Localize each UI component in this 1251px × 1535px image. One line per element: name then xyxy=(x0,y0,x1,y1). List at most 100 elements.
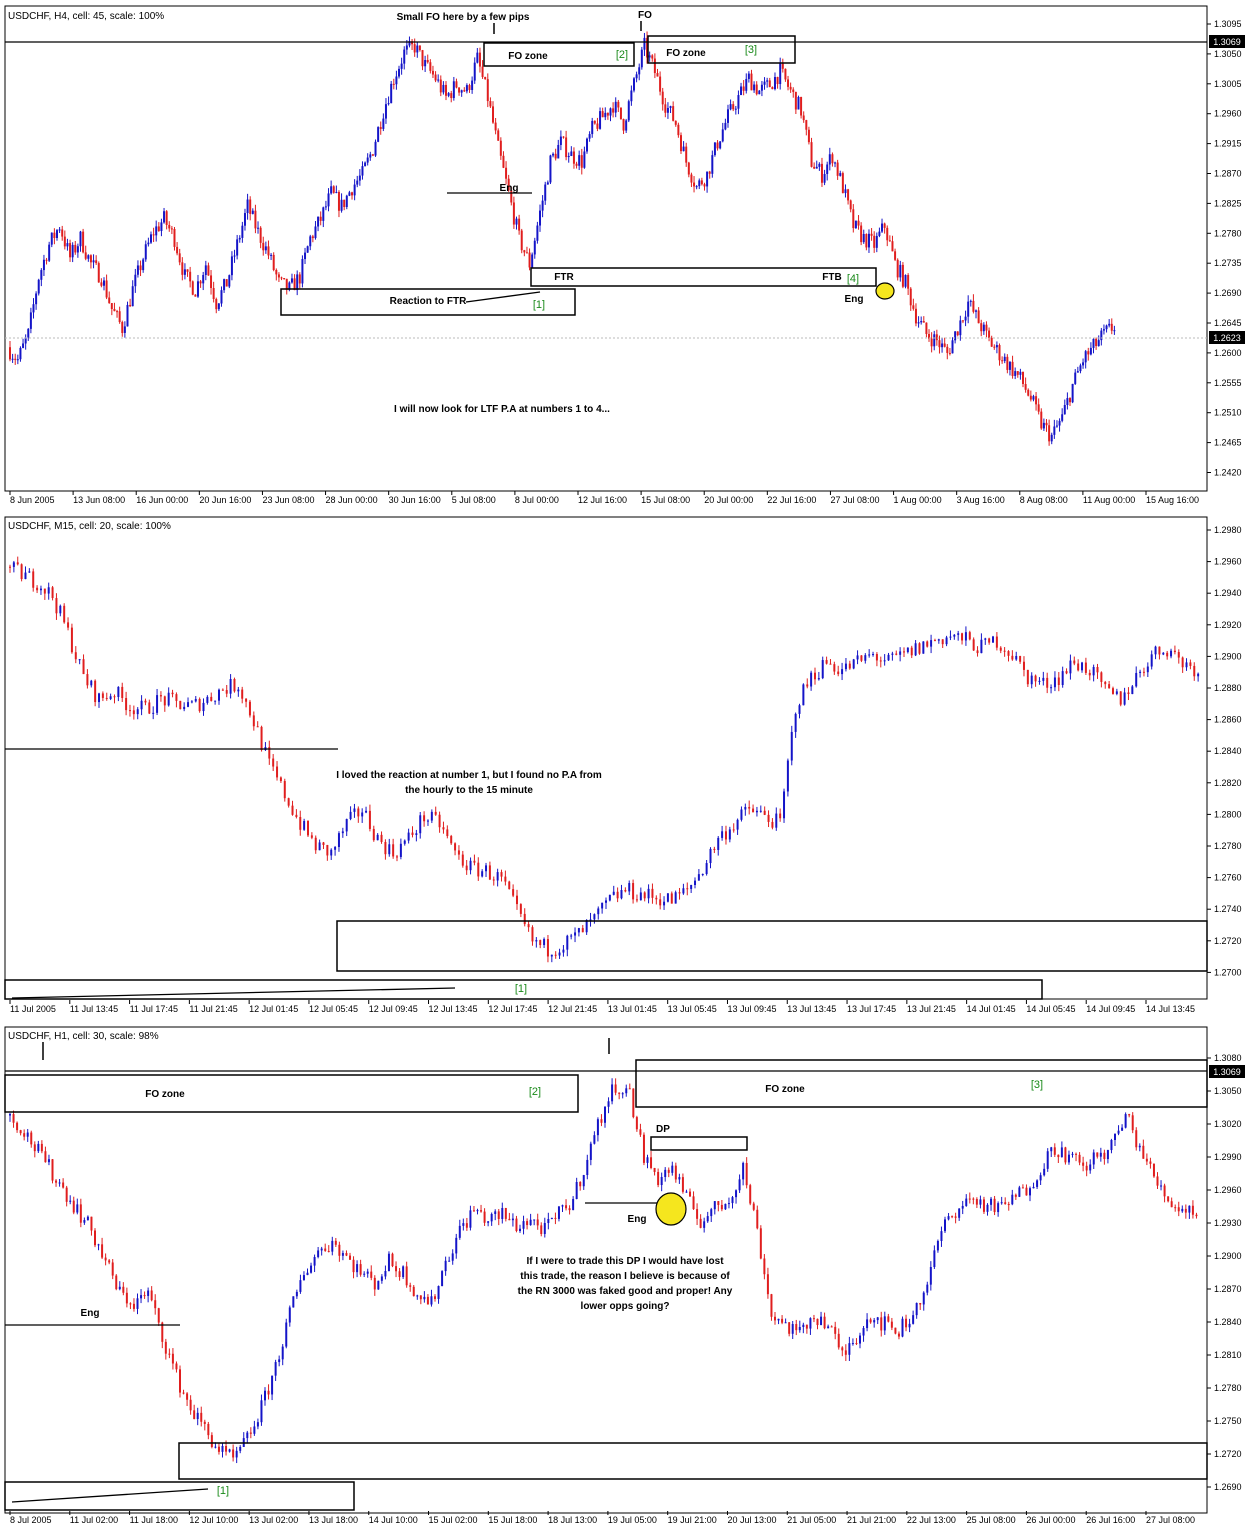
candle-body xyxy=(1115,691,1118,694)
candle-body xyxy=(935,334,938,341)
candle-body xyxy=(946,346,949,353)
x-tick-label: 12 Jul 10:00 xyxy=(189,1515,238,1525)
x-tick-label: 22 Jul 16:00 xyxy=(767,495,816,505)
candle-body xyxy=(659,899,662,906)
candle-body xyxy=(894,251,897,260)
x-tick-label: 11 Jul 21:45 xyxy=(189,1004,237,1014)
candle-body xyxy=(601,902,604,909)
x-tick-label: 14 Jul 05:45 xyxy=(1026,1004,1075,1014)
candle-body xyxy=(1032,1186,1035,1189)
candle-body xyxy=(144,244,147,260)
candle-body xyxy=(508,1218,511,1221)
candle-body xyxy=(895,653,898,655)
candle-body xyxy=(579,1182,582,1187)
candle-body xyxy=(1188,1205,1191,1213)
candle-body xyxy=(1105,325,1108,330)
candle-body xyxy=(531,927,534,942)
candle-body xyxy=(504,876,507,882)
candle-body xyxy=(58,229,61,231)
candle-body xyxy=(419,1295,422,1300)
m15-chart-panel: 1.2980 1.2960 1.2940 1.2920 1.2900 1.2880 1.28… xyxy=(0,514,1251,1019)
x-tick-label: 19 Jul 05:00 xyxy=(608,1515,657,1525)
candle-body xyxy=(11,358,14,360)
h1-y-axis: 1.3080 1.3050 1.3020 1.2990 1.2960 1.2930 1.29… xyxy=(1207,1053,1242,1492)
y-tick-label: 1.2510 xyxy=(1214,408,1242,418)
candle-body xyxy=(936,1240,939,1251)
candle-body xyxy=(1121,1127,1124,1131)
candle-body xyxy=(876,1317,879,1321)
candle-body xyxy=(643,37,646,50)
candle-body xyxy=(980,639,983,654)
candle-body xyxy=(848,663,851,669)
candle-body xyxy=(519,904,522,914)
candle-body xyxy=(774,1316,776,1321)
candle-body xyxy=(40,270,43,280)
candle-body xyxy=(179,1369,181,1393)
candle-body xyxy=(607,1101,610,1107)
candle-body xyxy=(69,1200,72,1202)
candle-body xyxy=(783,791,786,819)
candle-body xyxy=(28,571,31,573)
candle-body xyxy=(304,252,307,260)
candle-body xyxy=(237,689,240,692)
candle-body xyxy=(875,654,878,661)
candle-body xyxy=(777,1318,780,1321)
candle-body xyxy=(69,243,72,258)
candle-body xyxy=(1127,692,1130,695)
candle-body xyxy=(167,692,170,706)
candle-body xyxy=(820,163,823,183)
annotation-ftr: FTR xyxy=(554,272,574,283)
candle-body xyxy=(732,829,735,831)
candle-body xyxy=(572,151,575,164)
candle-body xyxy=(118,311,121,323)
candle-body xyxy=(43,588,46,594)
candle-body xyxy=(585,920,588,933)
candle-body xyxy=(434,1296,436,1299)
candle-body xyxy=(805,1324,808,1329)
candle-body xyxy=(788,1322,791,1334)
candle-body xyxy=(510,190,513,203)
annotation-fo-zone: FO zone xyxy=(508,51,548,62)
candle-body xyxy=(92,260,95,263)
candle-body xyxy=(1124,1114,1127,1128)
candle-body xyxy=(817,678,820,680)
candle-body xyxy=(798,705,801,714)
y-tick-label: 1.2780 xyxy=(1214,841,1242,851)
candle-body xyxy=(1108,684,1111,689)
candle-body xyxy=(115,1275,118,1290)
candle-body xyxy=(700,180,703,185)
candle-body xyxy=(857,220,860,226)
candle-body xyxy=(235,1450,238,1458)
candle-body xyxy=(477,862,480,877)
annotation-marker-2: [2] xyxy=(616,49,628,61)
candle-body xyxy=(125,1292,128,1304)
candle-body xyxy=(589,1143,592,1160)
candle-body xyxy=(458,1225,461,1238)
candle-body xyxy=(70,627,73,653)
candle-body xyxy=(915,1302,918,1316)
candle-body xyxy=(1173,650,1176,653)
candle-body xyxy=(63,236,66,247)
candle-body xyxy=(345,195,348,208)
candle-body xyxy=(246,1432,249,1439)
candle-body xyxy=(914,308,917,324)
candle-body xyxy=(951,340,954,354)
candle-body xyxy=(446,829,449,837)
candle-body xyxy=(353,808,356,812)
candle-body xyxy=(257,227,260,229)
candle-body xyxy=(972,639,975,651)
candle-body xyxy=(94,680,97,703)
candle-body xyxy=(447,93,450,96)
candle-body xyxy=(314,226,317,239)
candle-body xyxy=(834,1326,837,1334)
annotation-marker-2: [2] xyxy=(529,1086,541,1098)
x-tick-label: 21 Jul 05:00 xyxy=(787,1515,836,1525)
candle-body xyxy=(980,323,983,332)
candle-body xyxy=(628,1088,631,1090)
candle-body xyxy=(1030,675,1033,685)
candle-body xyxy=(941,639,944,645)
candle-body xyxy=(679,135,682,152)
zone-box-1 xyxy=(4,979,1043,1000)
candle-body xyxy=(805,120,808,130)
candle-body xyxy=(472,1210,475,1212)
